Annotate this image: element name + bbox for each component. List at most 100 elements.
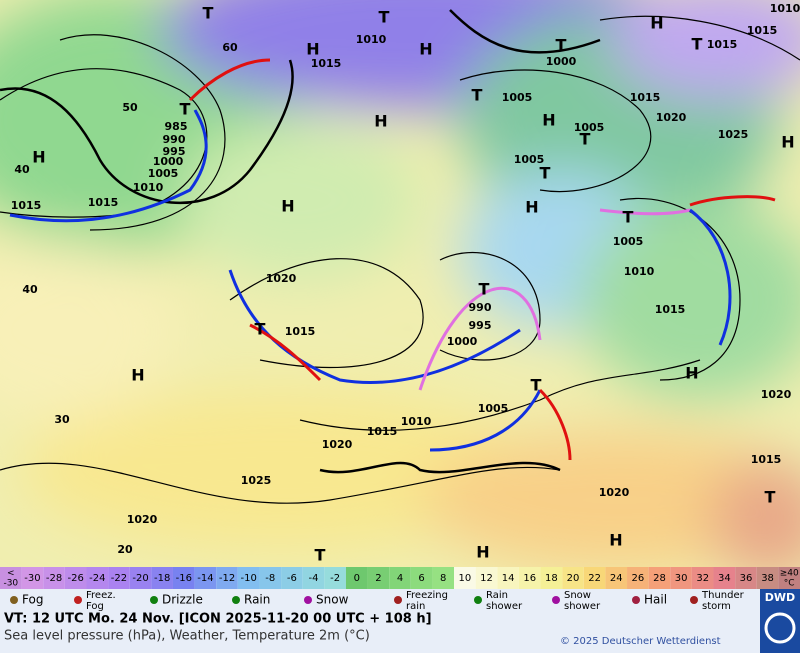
scale-label: -8 <box>265 573 275 584</box>
scale-label: -24 <box>89 573 105 584</box>
isobar-label: 1015 <box>707 38 738 51</box>
scale-label: 2 <box>375 573 381 584</box>
scale-label: -20 <box>132 573 148 584</box>
scale-cell <box>64 567 87 589</box>
pressure-center: H <box>281 197 294 216</box>
scale-cell <box>172 567 195 589</box>
isobar-label: 1020 <box>266 272 297 285</box>
pressure-center: H <box>609 531 622 550</box>
legend-icon <box>74 596 82 604</box>
pressure-center: T <box>379 8 390 27</box>
scale-cell <box>21 567 44 589</box>
pressure-center: H <box>476 543 489 562</box>
scale-cell <box>540 567 563 589</box>
scale-cell <box>432 567 455 589</box>
isobar-label: 1015 <box>367 425 398 438</box>
isobar-label: 1015 <box>285 325 316 338</box>
scale-label: 38 <box>761 573 774 584</box>
scale-cell <box>648 567 671 589</box>
legend-label: Hail <box>644 593 667 607</box>
scale-label: -16 <box>176 573 192 584</box>
pressure-center: T <box>479 280 490 299</box>
isobar-label: 985 <box>165 120 188 133</box>
scale-cell <box>583 567 606 589</box>
scale-label: 4 <box>397 573 403 584</box>
isobar-label: 40 <box>22 283 38 296</box>
isobar-label: 1015 <box>11 199 42 212</box>
scale-cell <box>605 567 628 589</box>
scale-label: -2 <box>330 573 340 584</box>
scale-label: 26 <box>631 573 644 584</box>
scale-cell <box>0 567 22 589</box>
pressure-center: T <box>203 4 214 23</box>
scale-cell <box>670 567 692 589</box>
scale-cell <box>151 567 173 589</box>
scale-cell <box>108 567 130 589</box>
legend-label: shower <box>486 601 523 612</box>
pressure-center: T <box>472 86 483 105</box>
pressure-center: T <box>556 36 567 55</box>
weather-legend: Fog Freez.Fog Drizzle Rain Snow FreezingrainR… <box>10 590 745 612</box>
legend-icon <box>304 596 312 604</box>
scale-label: 18 <box>545 573 558 584</box>
legend-icon <box>552 596 560 604</box>
isobar-label: 1015 <box>747 24 778 37</box>
legend-icon <box>632 596 640 604</box>
isobar-label: 1020 <box>599 486 630 499</box>
scale-label: 24 <box>610 573 623 584</box>
isobar-label: 40 <box>14 163 30 176</box>
scale-label: -30 <box>3 579 18 589</box>
scale-cell <box>735 567 757 589</box>
pressure-center: H <box>131 366 144 385</box>
pressure-center: T <box>180 100 191 119</box>
isobar-label: 1000 <box>153 155 184 168</box>
scale-cell <box>454 567 476 589</box>
scale-cell <box>281 567 303 589</box>
scale-label: -4 <box>309 573 319 584</box>
pressure-center: H <box>374 112 387 131</box>
legend-icon <box>394 596 402 604</box>
copyright: © 2025 Deutscher Wetterdienst <box>560 636 721 647</box>
scale-cell <box>216 567 238 589</box>
scale-label: 16 <box>523 573 536 584</box>
pressure-center: T <box>580 130 591 149</box>
scale-label: 36 <box>740 573 753 584</box>
scale-cell <box>691 567 714 589</box>
scale-cell <box>324 567 346 589</box>
scale-cell <box>562 567 584 589</box>
isobar-label: 1010 <box>356 33 387 46</box>
isobar-label: 1010 <box>133 181 164 194</box>
isobar-label: 1025 <box>718 128 749 141</box>
legend-label: Snow <box>564 590 591 601</box>
isobar-label: 1005 <box>148 167 179 180</box>
scale-label: 20 <box>567 573 580 584</box>
isobar-label: 1000 <box>546 55 577 68</box>
pressure-center: H <box>781 133 794 152</box>
scale-cell <box>410 567 433 589</box>
scale-label: ≥40 <box>780 569 799 579</box>
pressure-center: H <box>419 40 432 59</box>
legend-label: Freez. <box>86 590 116 601</box>
legend-label: Rain <box>486 590 508 601</box>
scale-cell <box>475 567 498 589</box>
isobar-label: 1025 <box>241 474 272 487</box>
scale-cell <box>367 567 390 589</box>
isobar-label: 1005 <box>574 121 605 134</box>
legend-label: rain <box>406 601 425 612</box>
isobar-label: 1005 <box>613 235 644 248</box>
scale-cell <box>713 567 736 589</box>
scale-label: -6 <box>287 573 297 584</box>
scale-cell <box>627 567 649 589</box>
legend-icon <box>150 596 158 604</box>
scale-label: 6 <box>418 573 424 584</box>
temperature-scale: <-30 -30 -28 -26 -24 -22 -20 -18 -16 -14 -12 -10 -8-… <box>0 567 800 589</box>
legend-label: Freezing <box>406 590 448 601</box>
scale-label: 0 <box>354 573 360 584</box>
legend-label: Snow <box>316 593 349 607</box>
pressure-center: H <box>542 111 555 130</box>
scale-cell <box>194 567 217 589</box>
isobar-label: 1015 <box>88 196 119 209</box>
scale-label: -28 <box>46 573 62 584</box>
